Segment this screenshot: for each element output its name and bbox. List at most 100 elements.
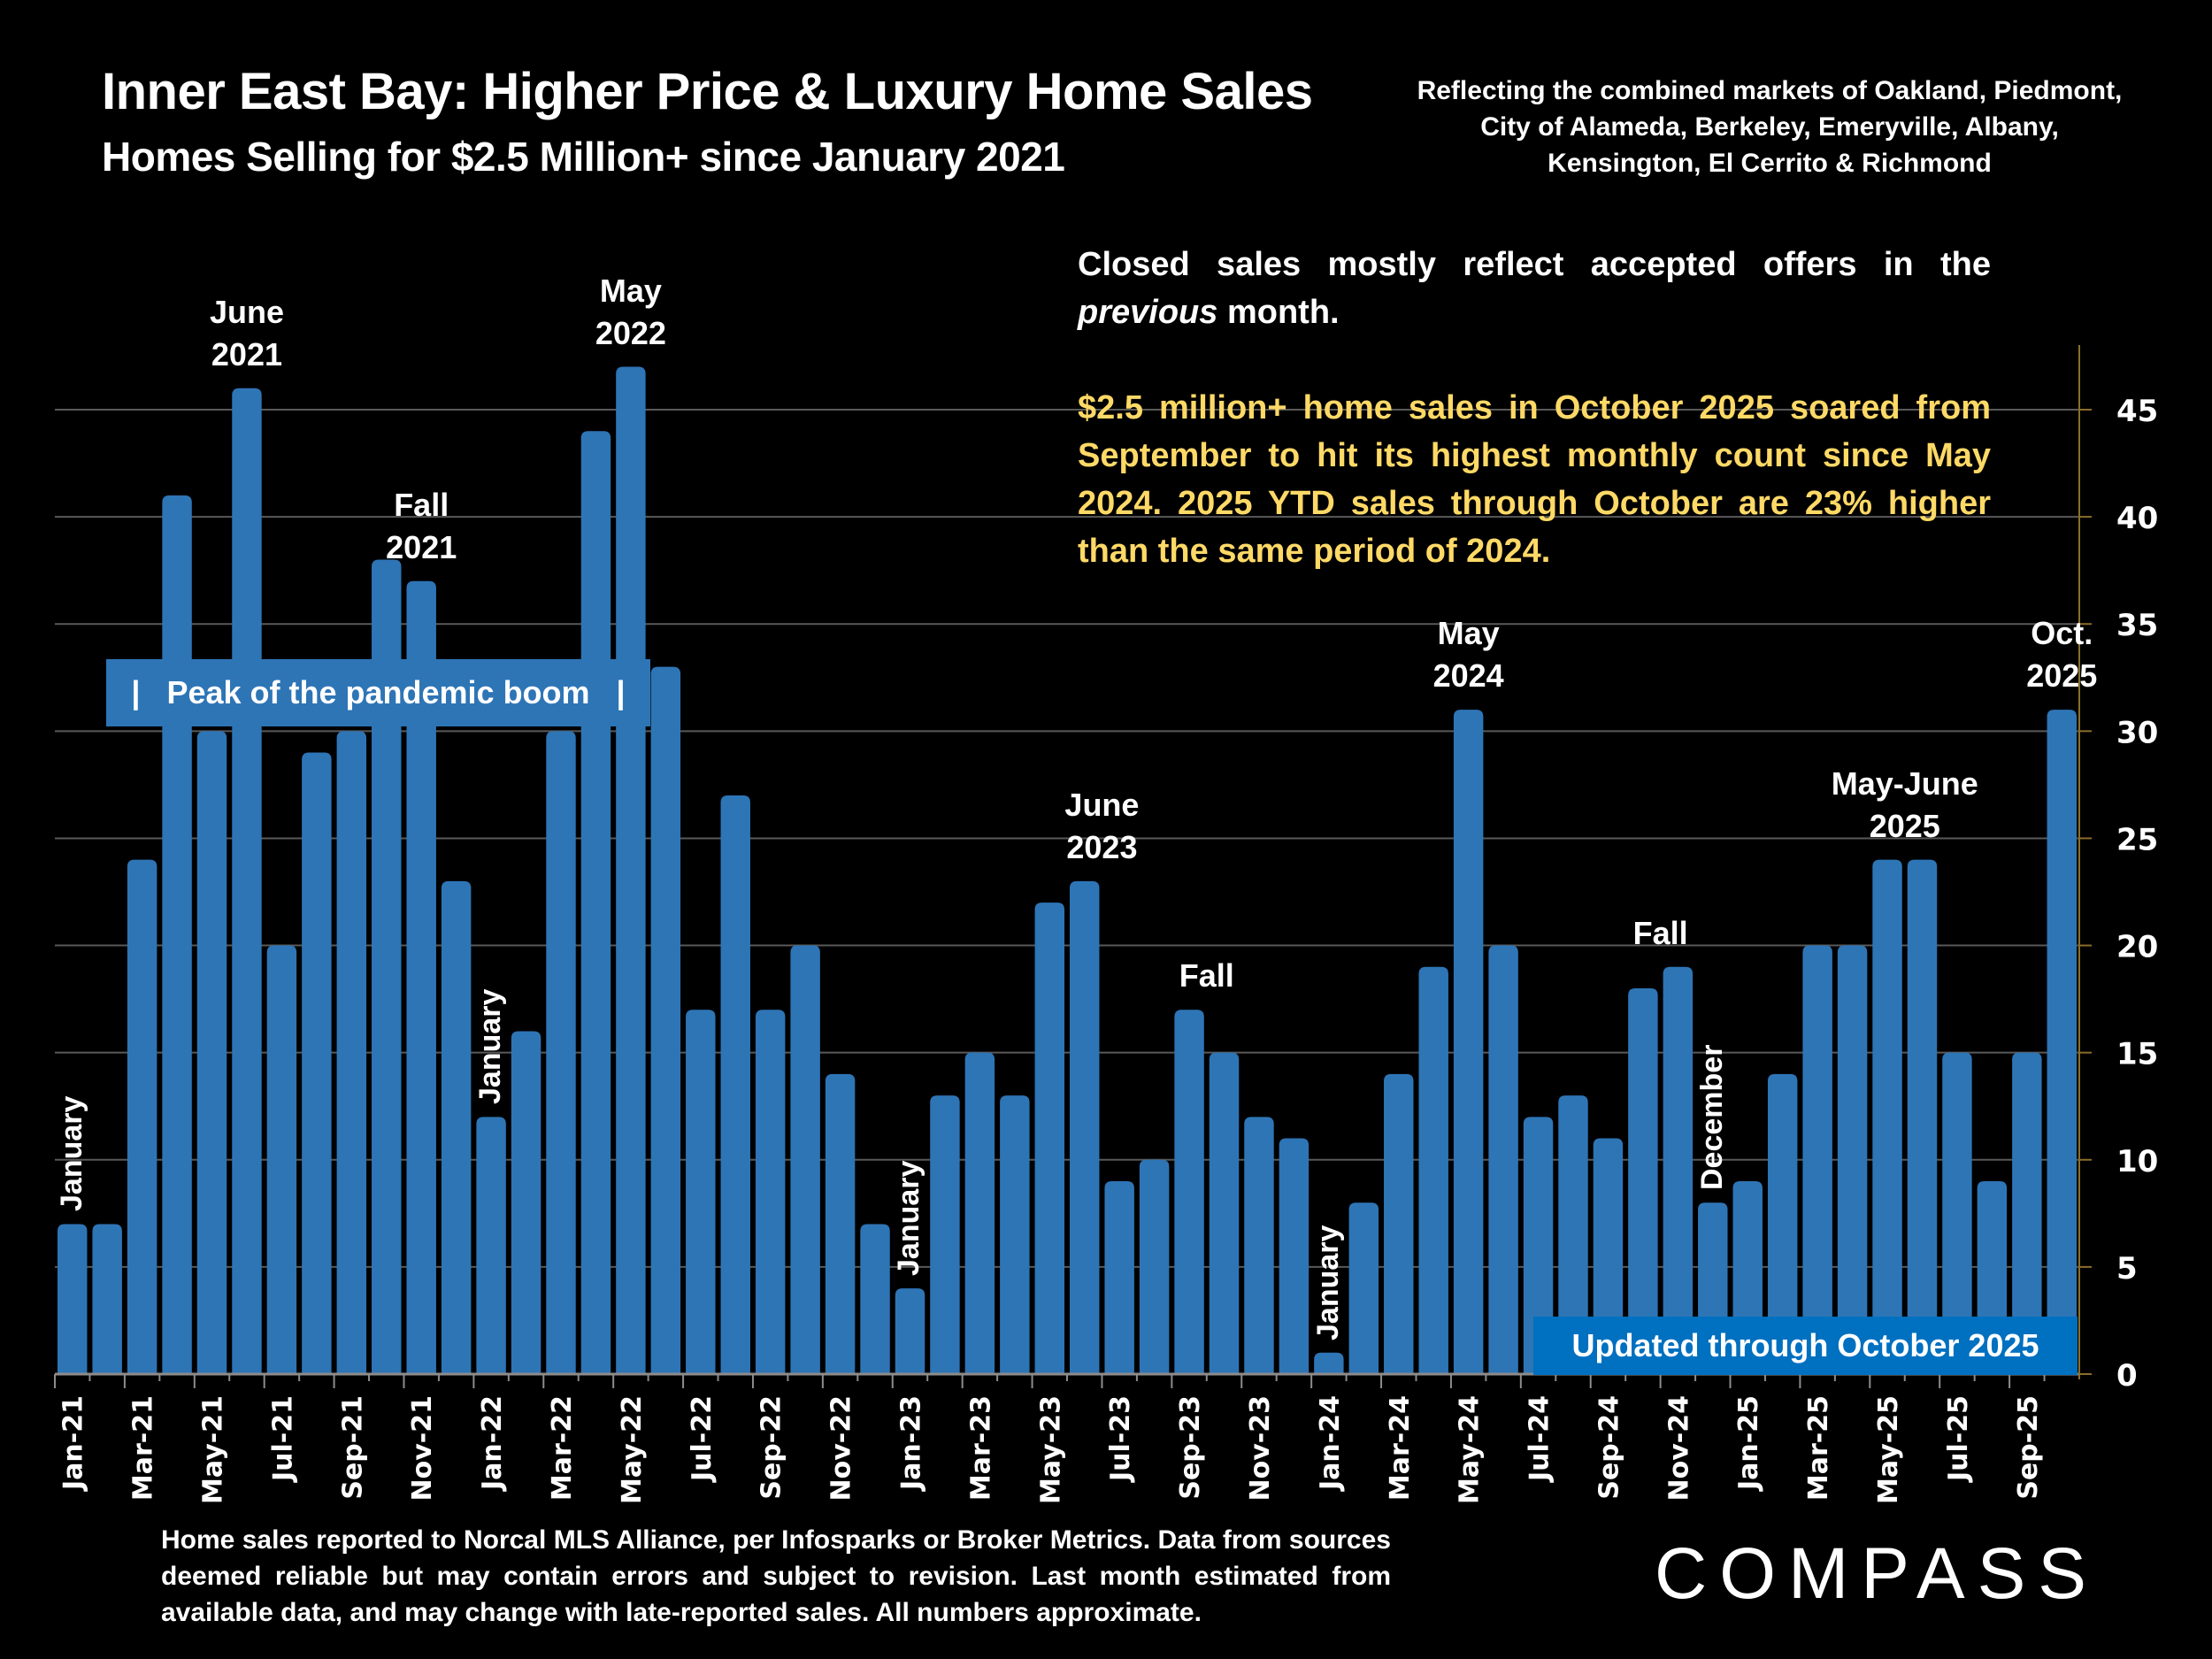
- bar-Mar-23: [964, 1052, 995, 1374]
- bar-Jul-21: [266, 945, 297, 1374]
- y-tick-label: 5: [2116, 1251, 2138, 1286]
- bar-Dec-21: [441, 880, 472, 1374]
- bar-Nov-22: [825, 1073, 856, 1374]
- x-tick-label: Sep-21: [337, 1395, 368, 1500]
- y-tick-label: 25: [2116, 822, 2158, 857]
- bar-Jul-25: [1942, 1052, 1972, 1374]
- bar-Feb-22: [511, 1031, 541, 1374]
- markets-note: Reflecting the combined markets of Oakla…: [1417, 76, 2123, 178]
- updated-through-banner: Updated through October 2025: [1533, 1317, 2078, 1375]
- bar-Nov-23: [1244, 1117, 1274, 1374]
- x-tick-label: Jan-22: [477, 1395, 508, 1492]
- x-tick-label: Jul-25: [1943, 1395, 1974, 1483]
- bar-Jul-23: [1104, 1181, 1134, 1374]
- annotation-label: June 2021: [209, 293, 284, 373]
- bar-Jan-21: [58, 1224, 88, 1374]
- bar-Feb-23: [930, 1095, 960, 1374]
- commentary-text-end: month.: [1217, 294, 1340, 331]
- bar-Sep-24: [1593, 1138, 1624, 1374]
- x-tick-label: Jan-24: [1315, 1395, 1346, 1492]
- bar-Sep-21: [336, 731, 367, 1374]
- annotation-label: Oct. 2025: [2026, 615, 2098, 695]
- annotation-label: Fall 2021: [386, 486, 457, 565]
- commentary-text: Closed sales mostly reflect accepted off…: [1078, 246, 1991, 283]
- bar-Jan-24: [1314, 1352, 1344, 1374]
- annotation-label: May 2024: [1432, 615, 1504, 695]
- footer-disclaimer: Home sales reported to Norcal MLS Allian…: [161, 1525, 1391, 1627]
- commentary-highlight: $2.5 million+ home sales in October 2025…: [1078, 389, 1991, 570]
- x-tick-label: Sep-24: [1594, 1395, 1624, 1500]
- bar-Sep-22: [755, 1010, 786, 1374]
- chart-title: Inner East Bay: Higher Price & Luxury Ho…: [102, 63, 1313, 120]
- bar-Apr-24: [1418, 966, 1448, 1374]
- annotation-label: June 2023: [1064, 786, 1140, 865]
- bar-Jun-22: [650, 666, 681, 1374]
- y-tick-label: 20: [2116, 930, 2158, 965]
- vertical-annotation: January: [54, 1096, 88, 1212]
- bar-Aug-23: [1139, 1159, 1170, 1374]
- bar-Jan-22: [476, 1117, 506, 1374]
- x-tick-label: Jul-23: [1105, 1395, 1136, 1483]
- bar-May-21: [196, 731, 227, 1374]
- y-tick-label: 35: [2116, 608, 2158, 643]
- y-tick-label: 0: [2116, 1358, 2138, 1394]
- bar-Apr-22: [580, 431, 611, 1375]
- vertical-annotation: December: [1694, 1044, 1729, 1191]
- compass-logo: COMPASS: [1655, 1533, 2099, 1614]
- bar-Feb-24: [1348, 1202, 1379, 1374]
- bar-Mar-22: [546, 731, 576, 1374]
- bar-May-24: [1453, 710, 1484, 1374]
- bar-Nov-24: [1663, 966, 1694, 1374]
- bar-Jun-21: [232, 388, 262, 1374]
- x-tick-label: Mar-21: [128, 1395, 159, 1501]
- bar-Sep-23: [1174, 1010, 1204, 1374]
- commentary-italic: previous: [1078, 294, 1218, 331]
- x-tick-label: Mar-23: [965, 1395, 996, 1501]
- annotation-label: Fall: [1632, 914, 1688, 951]
- bar-Oct-24: [1628, 988, 1658, 1374]
- bar-Aug-22: [720, 795, 750, 1374]
- bar-Oct-23: [1209, 1052, 1240, 1374]
- y-tick-label: 30: [2116, 715, 2158, 750]
- bar-Feb-21: [92, 1224, 122, 1374]
- vertical-annotation: January: [892, 1160, 926, 1277]
- x-tick-label: Jul-21: [267, 1395, 298, 1483]
- bar-Aug-24: [1558, 1095, 1588, 1374]
- chart-subtitle: Homes Selling for $2.5 Million+ since Ja…: [102, 134, 1065, 180]
- bar-Jul-22: [686, 1010, 716, 1374]
- x-axis-ticks: Jan-21 Mar-21 May-21 Jul-21 Sep-21 Nov-21 Jan-…: [54, 1374, 2046, 1504]
- y-axis-ticks: 0 5 10 15 20 25 30 35 40 45: [2079, 394, 2158, 1394]
- x-tick-label: Jul-22: [687, 1395, 718, 1483]
- x-tick-label: Nov-21: [407, 1395, 438, 1501]
- bar-May-25: [1872, 859, 1902, 1374]
- bar-Oct-21: [372, 559, 402, 1374]
- x-tick-label: Jul-24: [1525, 1395, 1555, 1483]
- x-tick-label: Nov-24: [1663, 1395, 1694, 1501]
- bar-Jun-25: [1907, 859, 1938, 1374]
- bar-Jul-24: [1523, 1117, 1554, 1374]
- x-tick-label: May-24: [1455, 1395, 1486, 1504]
- bar-Sep-25: [2012, 1052, 2042, 1374]
- x-tick-label: Jan-25: [1733, 1395, 1764, 1492]
- x-tick-label: Sep-22: [757, 1395, 787, 1500]
- bar-Apr-23: [1000, 1095, 1030, 1374]
- annotation-label: May 2022: [595, 272, 666, 351]
- x-tick-label: Mar-22: [547, 1395, 578, 1501]
- annotation-label: Fall: [1179, 957, 1234, 995]
- bar-Apr-25: [1837, 945, 1868, 1374]
- y-tick-label: 40: [2116, 501, 2158, 536]
- vertical-annotation: January: [473, 988, 508, 1105]
- x-tick-label: Mar-24: [1385, 1395, 1416, 1501]
- bar-Apr-21: [162, 495, 192, 1374]
- x-tick-label: May-21: [198, 1395, 229, 1504]
- x-tick-label: Jan-21: [58, 1395, 89, 1492]
- bar-Dec-22: [860, 1224, 890, 1374]
- commentary: Closed sales mostly reflect accepted off…: [1078, 241, 1991, 575]
- x-tick-label: Nov-22: [826, 1395, 857, 1501]
- bar-Mar-21: [127, 859, 157, 1374]
- y-tick-label: 15: [2116, 1037, 2158, 1072]
- x-tick-label: May-22: [617, 1395, 648, 1504]
- commentary-intro: Closed sales mostly reflect accepted off…: [1078, 241, 1991, 336]
- x-tick-label: Mar-25: [1803, 1395, 1834, 1501]
